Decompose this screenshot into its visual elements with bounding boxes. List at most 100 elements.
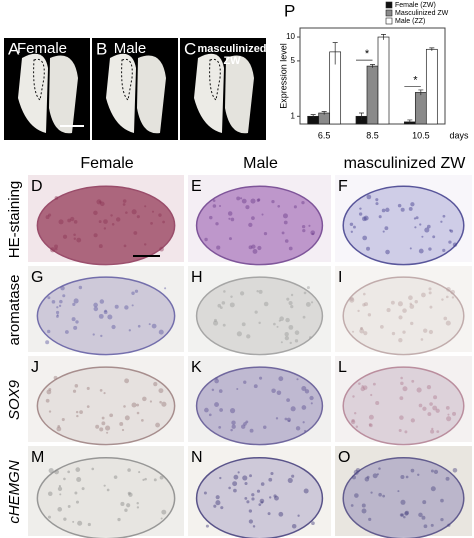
cell bbox=[136, 411, 140, 415]
cell bbox=[231, 420, 236, 425]
cell bbox=[433, 395, 438, 400]
cell bbox=[243, 422, 247, 426]
cell bbox=[431, 427, 434, 431]
cell bbox=[230, 428, 233, 432]
cell bbox=[75, 410, 79, 414]
cell bbox=[376, 473, 379, 476]
cell bbox=[421, 515, 426, 520]
panel-letter: M bbox=[31, 449, 44, 466]
bar bbox=[318, 112, 331, 125]
cell bbox=[443, 316, 448, 321]
cell bbox=[350, 419, 356, 425]
gonad-outline bbox=[33, 58, 45, 101]
cell bbox=[409, 304, 415, 309]
cell bbox=[232, 481, 238, 487]
cell bbox=[93, 233, 98, 238]
cell bbox=[67, 470, 71, 474]
cell bbox=[103, 484, 106, 487]
cell bbox=[402, 386, 408, 392]
cell bbox=[107, 314, 113, 320]
cell bbox=[251, 497, 255, 501]
cell bbox=[418, 248, 424, 254]
cell bbox=[248, 245, 253, 250]
cell bbox=[361, 385, 364, 388]
cell bbox=[281, 231, 285, 235]
cell bbox=[414, 226, 417, 229]
x-axis-label: days bbox=[449, 130, 469, 140]
cell bbox=[421, 235, 424, 238]
cell bbox=[368, 517, 372, 522]
cell bbox=[408, 206, 413, 211]
cell bbox=[153, 381, 158, 387]
cell bbox=[103, 219, 108, 224]
cell bbox=[402, 308, 407, 313]
gonad bbox=[49, 55, 78, 134]
legend-swatch bbox=[385, 1, 393, 9]
cell bbox=[390, 300, 395, 305]
cell bbox=[227, 211, 233, 216]
cell bbox=[245, 205, 250, 210]
cell bbox=[436, 430, 440, 434]
cell bbox=[359, 207, 362, 210]
cell bbox=[213, 504, 217, 508]
cell bbox=[385, 249, 390, 255]
cell bbox=[446, 295, 449, 299]
cell bbox=[136, 215, 140, 219]
cell bbox=[113, 475, 118, 479]
tissue bbox=[195, 366, 324, 446]
cell bbox=[46, 389, 52, 395]
significance: * bbox=[413, 74, 418, 86]
cell bbox=[242, 475, 248, 481]
cell bbox=[293, 205, 297, 209]
cell bbox=[433, 469, 439, 475]
cell bbox=[125, 211, 128, 214]
x-tick-label: 6.5 bbox=[318, 130, 331, 140]
cell bbox=[435, 408, 440, 413]
cell bbox=[228, 217, 231, 220]
cell bbox=[430, 469, 434, 473]
cell bbox=[98, 313, 104, 319]
cell bbox=[219, 408, 223, 412]
cell bbox=[131, 209, 137, 215]
cell bbox=[75, 467, 81, 472]
cell bbox=[72, 389, 77, 393]
cell bbox=[105, 425, 111, 431]
cell bbox=[76, 237, 82, 243]
cell bbox=[48, 410, 52, 413]
cell bbox=[445, 476, 450, 481]
cell bbox=[448, 240, 452, 244]
cell bbox=[426, 224, 431, 229]
cell bbox=[73, 233, 76, 237]
cell bbox=[50, 247, 56, 253]
cell bbox=[215, 495, 220, 500]
cell bbox=[256, 489, 261, 493]
cell bbox=[136, 501, 139, 505]
cell bbox=[420, 338, 424, 341]
cell bbox=[222, 323, 226, 327]
cell bbox=[53, 375, 58, 380]
cell bbox=[216, 245, 221, 250]
photo-label: Female bbox=[17, 40, 67, 57]
cell bbox=[297, 514, 300, 517]
cell bbox=[73, 325, 78, 330]
cell bbox=[404, 510, 409, 515]
cell bbox=[218, 426, 222, 429]
cell bbox=[219, 205, 222, 208]
cell bbox=[306, 286, 310, 290]
cell bbox=[452, 242, 458, 247]
error-bar bbox=[359, 112, 364, 120]
cell bbox=[203, 491, 207, 495]
panel-letter: J bbox=[31, 359, 39, 376]
cell bbox=[350, 230, 353, 233]
cell bbox=[287, 419, 291, 423]
cell bbox=[260, 501, 264, 504]
cell bbox=[410, 468, 415, 473]
cell bbox=[288, 301, 293, 306]
cell bbox=[219, 476, 222, 480]
cell bbox=[308, 224, 311, 227]
cell bbox=[399, 513, 403, 517]
cell bbox=[445, 320, 451, 326]
cell bbox=[213, 318, 217, 322]
cell bbox=[303, 429, 307, 433]
cell bbox=[301, 405, 307, 410]
